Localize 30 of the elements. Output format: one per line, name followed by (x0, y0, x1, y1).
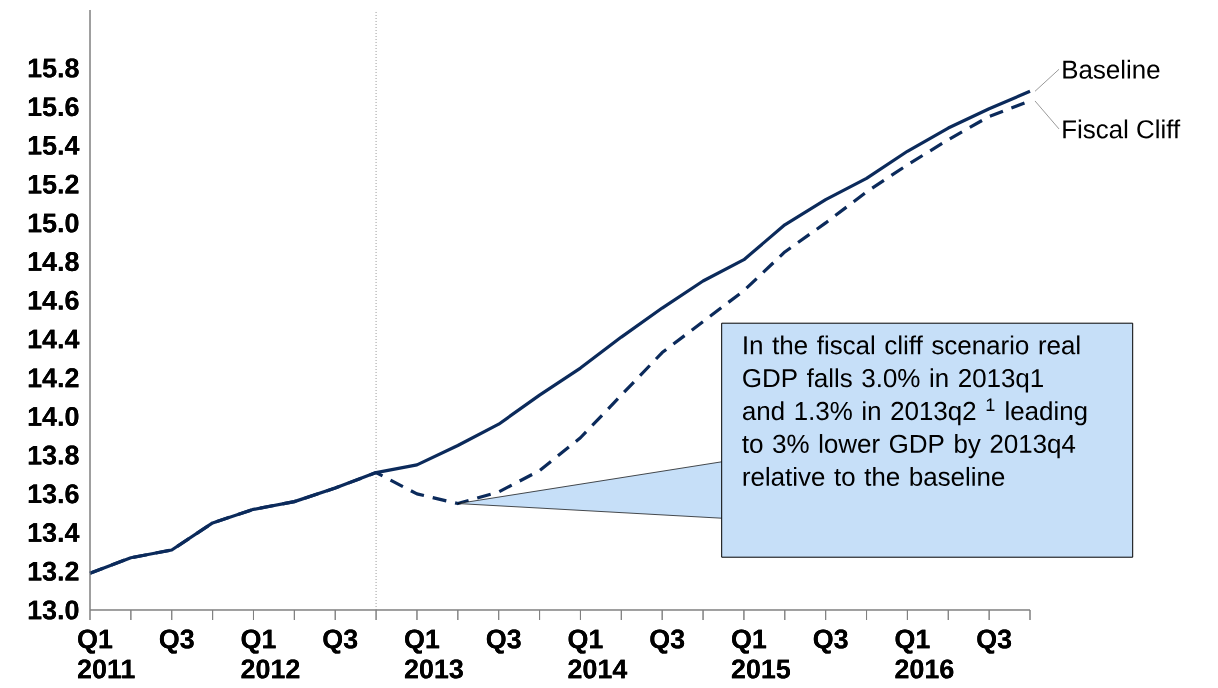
y-tick-label: 13.6 (28, 484, 79, 504)
y-tick-label: 14.2 (28, 368, 79, 388)
y-tick-label: 15.2 (28, 174, 79, 194)
y-tick-label: 13.2 (28, 561, 79, 581)
y-tick-label: 14.8 (28, 252, 79, 272)
annotation: In the fiscal cliff scenario real GDP falls 3.0% in 2013q1 and 1.3% in 2013q2 $^{1}$ leading to 3% lower GDP by 2013q4 relative to the baseline (742, 335, 1087, 486)
x-tick-label: Q1 2014 (568, 629, 628, 679)
x-tick-label: Q1 2015 (731, 629, 791, 679)
y-tick-label: 15.4 (28, 136, 80, 155)
y-tick-label: 13.4 (28, 523, 80, 543)
y-tick-label: 15.0 (28, 213, 79, 233)
y-tick-label: 14.0 (28, 406, 79, 426)
x-tick-label: Q3 (159, 629, 194, 654)
x-tick-label: Q3 (650, 629, 685, 654)
y-tick-label: 13.0 (28, 600, 79, 620)
y-tick-label: 14.4 (28, 329, 80, 349)
x-tick-label: Q3 (486, 629, 521, 654)
x-tick-label: Q3 (813, 629, 848, 654)
y-tick-label: 14.6 (28, 290, 79, 310)
x-tick-label: Q1 2016 (895, 629, 954, 679)
y-tick-label: 13.8 (28, 445, 79, 465)
x-tick-label: Q1 2011 (77, 629, 135, 679)
x-tick-label: Q1 2012 (241, 629, 300, 679)
series-label: Fiscal Cliff (1063, 119, 1181, 139)
series-label: Baseline (1063, 59, 1160, 79)
y-tick-label: 15.6 (28, 97, 79, 117)
x-tick-label: Q3 (323, 629, 358, 654)
x-tick-label: Q1 2013 (404, 629, 463, 679)
y-tick-label: 15.8 (28, 58, 79, 78)
x-tick-label: Q3 (977, 629, 1012, 654)
